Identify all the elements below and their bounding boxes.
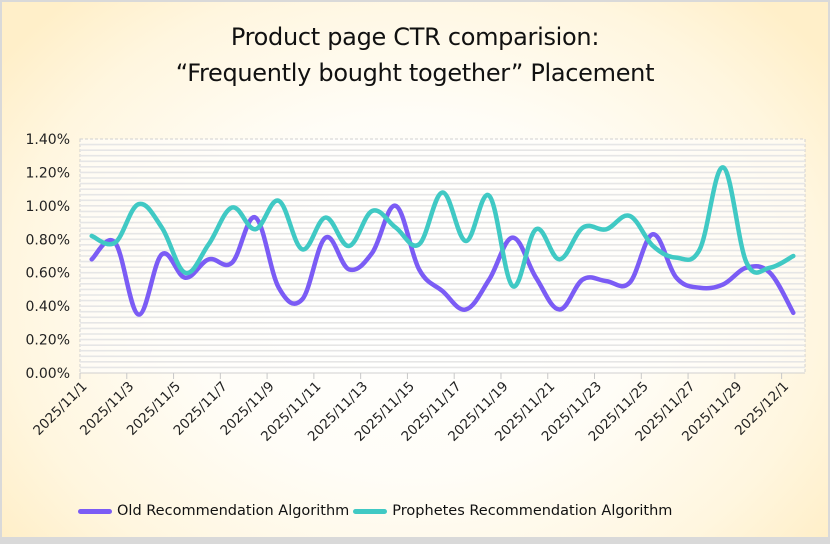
legend-label-prophetes: Prophetes Recommendation Algorithm	[392, 503, 673, 519]
y-tick-label: 0.40%	[26, 299, 70, 315]
y-tick-label: 0.80%	[26, 232, 70, 248]
y-tick-label: 1.40%	[26, 132, 70, 148]
y-tick-label: 1.20%	[26, 165, 70, 181]
y-axis: 0.00% 0.20% 0.40% 0.60% 0.80% 1.00% 1.20% 1.40%	[26, 132, 70, 382]
y-tick-label: 1.00%	[26, 199, 70, 215]
legend-swatch-prophetes	[353, 508, 388, 514]
series-lines	[89, 165, 796, 317]
y-tick-label: 0.60%	[26, 266, 70, 282]
series-line-prophetes	[89, 165, 796, 289]
chart-title-line-1: Product page CTR comparision:	[230, 23, 600, 51]
chart-title-line-2: “Frequently bought together” Placement	[175, 59, 655, 87]
y-tick-label: 0.20%	[26, 333, 70, 349]
legend: Old Recommendation Algorithm Prophetes R…	[78, 500, 676, 522]
x-axis: 2025/11/12025/11/32025/11/52025/11/72025…	[30, 372, 805, 445]
legend-label-old: Old Recommendation Algorithm	[117, 503, 350, 519]
gridlines	[79, 138, 806, 374]
legend-item-old: Old Recommendation Algorithm	[78, 503, 349, 519]
legend-swatch-old	[78, 508, 112, 514]
legend-item-prophetes: Prophetes Recommendation Algorithm	[353, 503, 672, 519]
y-tick-label: 0.00%	[26, 366, 70, 382]
